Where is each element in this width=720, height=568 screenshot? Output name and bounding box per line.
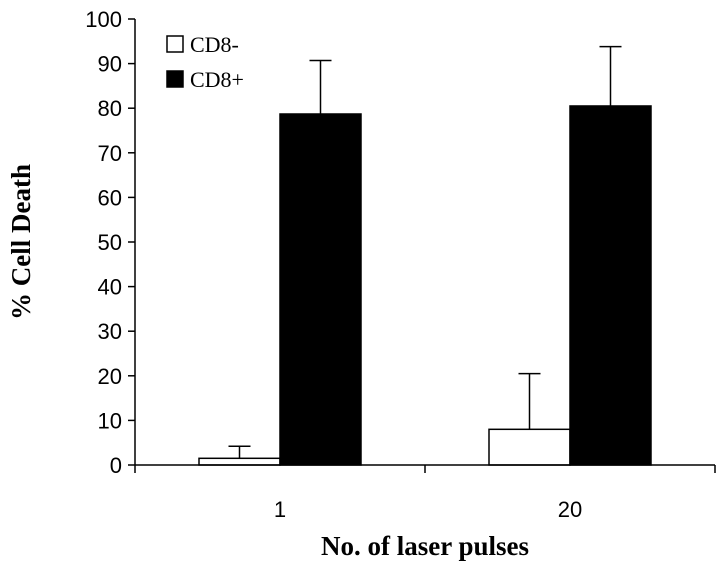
y-tick-label: 0 <box>110 453 122 478</box>
y-tick-label: 100 <box>85 7 122 32</box>
bar-CD8+-1 <box>279 113 362 466</box>
y-tick-label: 90 <box>98 52 122 77</box>
x-tick-label: 1 <box>274 497 286 522</box>
legend-label: CD8- <box>190 32 239 57</box>
x-axis-tick-labels: 1 20 <box>274 497 582 522</box>
legend-swatch <box>166 70 184 88</box>
legend: CD8- CD8+ <box>166 32 244 92</box>
error-bars <box>228 45 622 459</box>
y-tick-label: 60 <box>98 185 122 210</box>
y-tick-label: 20 <box>98 364 122 389</box>
x-axis-title: No. of laser pulses <box>321 531 529 561</box>
y-tick-label: 80 <box>98 96 122 121</box>
x-axis-ticks <box>134 465 716 473</box>
y-axis-tick-labels: 0 10 20 30 40 50 60 70 80 90 100 <box>85 7 122 478</box>
y-tick-label: 70 <box>98 141 122 166</box>
legend-swatch <box>166 35 184 53</box>
bar-CD8--1 <box>198 457 281 466</box>
y-tick-label: 30 <box>98 319 122 344</box>
y-tick-label: 40 <box>98 275 122 300</box>
legend-label: CD8+ <box>190 67 244 92</box>
x-tick-label: 20 <box>558 497 582 522</box>
y-axis-title: % Cell Death <box>6 164 36 320</box>
bars <box>198 105 652 466</box>
y-tick-label: 10 <box>98 408 122 433</box>
bar-CD8--20 <box>488 428 571 466</box>
y-tick-label: 50 <box>98 230 122 255</box>
bar-CD8+-20 <box>569 105 652 466</box>
y-axis-ticks <box>128 18 135 466</box>
